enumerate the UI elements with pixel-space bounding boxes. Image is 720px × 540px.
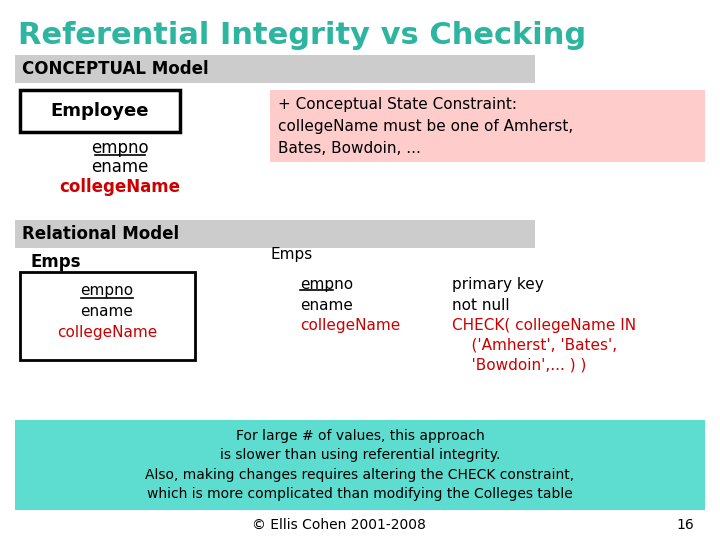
Text: 16: 16 bbox=[676, 518, 694, 532]
Text: + Conceptual State Constraint:
collegeName must be one of Amherst,
Bates, Bowdoi: + Conceptual State Constraint: collegeNa… bbox=[278, 97, 573, 157]
Text: empno: empno bbox=[91, 139, 149, 157]
FancyBboxPatch shape bbox=[20, 272, 195, 360]
Text: primary key: primary key bbox=[452, 277, 544, 292]
FancyBboxPatch shape bbox=[15, 55, 535, 83]
Text: CHECK( collegeName IN
    ('Amherst', 'Bates',
    'Bowdoin',... ) ): CHECK( collegeName IN ('Amherst', 'Bates… bbox=[452, 318, 636, 373]
FancyBboxPatch shape bbox=[15, 220, 535, 248]
Text: collegeName: collegeName bbox=[300, 318, 400, 333]
Text: Emps: Emps bbox=[30, 253, 81, 271]
Text: ename: ename bbox=[91, 158, 149, 176]
Text: Employee: Employee bbox=[50, 102, 149, 120]
Text: collegeName: collegeName bbox=[60, 178, 181, 196]
Text: empno: empno bbox=[81, 284, 134, 299]
Text: © Ellis Cohen 2001-2008: © Ellis Cohen 2001-2008 bbox=[252, 518, 426, 532]
FancyBboxPatch shape bbox=[270, 90, 705, 162]
Text: CONCEPTUAL Model: CONCEPTUAL Model bbox=[22, 60, 209, 78]
Text: Emps: Emps bbox=[270, 247, 312, 262]
FancyBboxPatch shape bbox=[20, 90, 180, 132]
Text: Referential Integrity vs Checking: Referential Integrity vs Checking bbox=[18, 21, 586, 50]
Text: Relational Model: Relational Model bbox=[22, 225, 179, 243]
Text: For large # of values, this approach
is slower than using referential integrity.: For large # of values, this approach is … bbox=[145, 429, 575, 501]
Text: not null: not null bbox=[452, 298, 510, 313]
FancyBboxPatch shape bbox=[15, 420, 705, 510]
Text: ename: ename bbox=[300, 298, 353, 313]
Text: ename: ename bbox=[81, 303, 133, 319]
Text: empno: empno bbox=[300, 277, 353, 292]
Text: collegeName: collegeName bbox=[57, 325, 157, 340]
